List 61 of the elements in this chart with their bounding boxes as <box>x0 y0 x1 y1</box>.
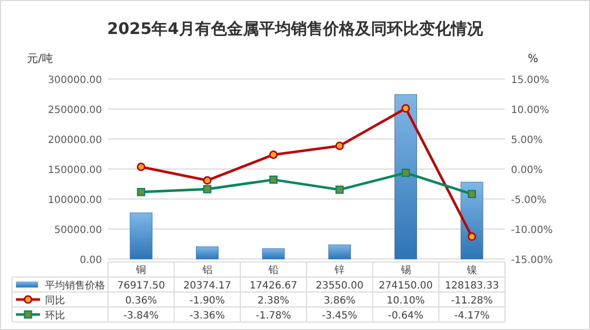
x-tick-label: 铅 <box>267 265 278 276</box>
y-tick-label: 300000.00 <box>48 75 102 86</box>
point <box>335 186 344 194</box>
x-tick-label: 锡 <box>400 265 411 276</box>
point <box>269 176 278 184</box>
x-tick-label: 锌 <box>334 264 345 276</box>
data-label: -3.45% <box>322 310 358 322</box>
point <box>468 190 476 198</box>
legend-label: 同比 <box>45 294 65 306</box>
point <box>203 176 212 185</box>
y-tick-label: 0.00 <box>80 255 102 266</box>
y2-tick-label: -10.00% <box>511 225 553 236</box>
y2-axis-title: % <box>528 52 538 65</box>
data-label: -0.64% <box>388 310 424 322</box>
data-label: 23550.00 <box>316 280 364 292</box>
bar <box>196 246 218 260</box>
data-label: 274150.00 <box>378 280 433 292</box>
y-tick-label: 100000.00 <box>48 195 102 206</box>
y2-tick-label: -15.00% <box>511 255 553 266</box>
y-tick-label: 150000.00 <box>48 165 102 176</box>
legend-label: 平均销售价格 <box>45 280 105 292</box>
point <box>136 188 146 196</box>
data-label: -1.78% <box>256 310 292 322</box>
point <box>402 168 410 177</box>
point <box>203 185 212 194</box>
point <box>402 104 410 113</box>
data-label: 20374.17 <box>183 280 232 292</box>
data-label: 3.86% <box>324 296 356 306</box>
data-label: -3.84% <box>123 310 159 322</box>
point <box>468 232 476 241</box>
data-label: 2.38% <box>258 296 290 306</box>
y2-tick-label: 5.00% <box>511 135 543 146</box>
point <box>269 150 278 159</box>
y-tick-label: 250000.00 <box>48 105 102 116</box>
data-label: 0.36% <box>125 296 157 306</box>
bar <box>328 244 351 260</box>
x-tick-label: 铝 <box>201 265 212 276</box>
y2-tick-label: 0.00% <box>511 165 543 176</box>
data-label: 17426.67 <box>250 280 298 292</box>
y-axis-title: 元/吨 <box>27 52 53 65</box>
y2-tick-label: -5.00% <box>511 195 546 206</box>
data-label: -4.17% <box>454 310 490 322</box>
y-tick-label: 200000.00 <box>48 135 102 146</box>
x-tick-label: 镍 <box>466 264 477 276</box>
x-tick-label: 铜 <box>135 265 146 276</box>
data-label: 10.10% <box>386 296 425 306</box>
legend-label: 环比 <box>45 310 65 322</box>
point <box>136 162 146 172</box>
data-label: 76917.50 <box>117 280 165 292</box>
bar <box>130 212 152 260</box>
data-label: 128183.33 <box>444 280 499 292</box>
bar <box>394 94 417 260</box>
y2-tick-label: 10.00% <box>511 105 550 116</box>
chart-title: 2025年4月有色金属平均销售价格及同环比变化情况 <box>107 19 484 38</box>
data-label: -1.90% <box>190 296 225 306</box>
point <box>335 142 344 150</box>
data-label: -3.36% <box>190 310 225 322</box>
y2-tick-label: 15.00% <box>511 75 550 86</box>
data-label: -11.28% <box>451 296 493 306</box>
bar <box>262 248 285 260</box>
y-tick-label: 50000.00 <box>54 225 102 236</box>
